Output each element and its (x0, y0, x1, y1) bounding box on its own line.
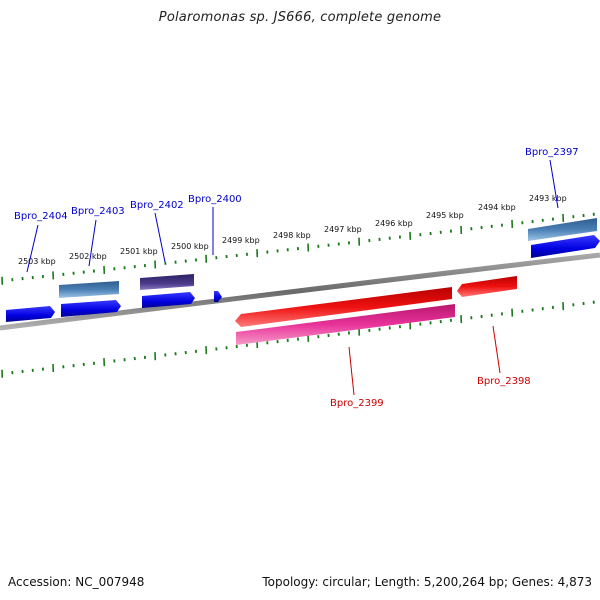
tick-label-2499: 2499 kbp (222, 236, 260, 245)
gene-arrow-bpro-2399[interactable] (235, 287, 452, 327)
feature-bar-bpro-2399-lower[interactable] (236, 304, 455, 345)
leader-line-bpro-2404 (26, 224, 39, 273)
gene-label-bpro-2403[interactable]: Bpro_2403 (71, 206, 125, 217)
tick-label-2498: 2498 kbp (273, 231, 311, 240)
feature-bar-bpro-2402-upper[interactable] (140, 274, 194, 290)
gene-label-bpro-2400[interactable]: Bpro_2400 (188, 194, 242, 205)
tick-label-2501: 2501 kbp (120, 247, 158, 256)
tick-label-2503: 2503 kbp (18, 257, 56, 266)
leader-line-bpro-2398 (492, 325, 501, 374)
feature-bar-bpro-2403-upper[interactable] (59, 281, 119, 298)
accession-text: Accession: NC_007948 (8, 575, 145, 589)
gene-arrow-bpro-2404[interactable] (6, 306, 55, 322)
gene-arrow-bpro-2397[interactable] (531, 235, 600, 258)
tick-label-2502: 2502 kbp (69, 252, 107, 261)
gene-label-bpro-2402[interactable]: Bpro_2402 (130, 200, 184, 211)
tick-label-2493: 2493 kbp (529, 194, 567, 203)
feature-bar-bpro-2397-upper[interactable] (528, 218, 597, 241)
gene-arrow-bpro-2402[interactable] (142, 292, 195, 308)
gene-arrow-bpro-2398[interactable] (457, 276, 517, 297)
gene-label-bpro-2404[interactable]: Bpro_2404 (14, 211, 68, 222)
tick-label-2500: 2500 kbp (171, 242, 209, 251)
leader-line-bpro-2403 (88, 219, 97, 267)
tick-label-2495: 2495 kbp (426, 211, 464, 220)
leader-line-bpro-2402 (154, 212, 166, 263)
genome-summary-text: Topology: circular; Length: 5,200,264 bp… (262, 575, 592, 589)
gene-label-bpro-2399[interactable]: Bpro_2399 (330, 398, 384, 409)
gene-arrow-bpro-2400[interactable] (214, 291, 222, 302)
gene-label-bpro-2398[interactable]: Bpro_2398 (477, 376, 531, 387)
tick-label-2497: 2497 kbp (324, 225, 362, 234)
tick-label-2494: 2494 kbp (478, 203, 516, 212)
leader-line-bpro-2397 (549, 159, 559, 209)
map-title: Polaromonas sp. JS666, complete genome (158, 10, 442, 25)
tick-label-2496: 2496 kbp (375, 219, 413, 228)
position-ticks-upper (1, 212, 595, 285)
genome-backbone (0, 252, 600, 331)
leader-line-bpro-2399 (348, 346, 355, 396)
gene-arrow-bpro-2403[interactable] (61, 300, 121, 317)
gene-label-bpro-2397[interactable]: Bpro_2397 (525, 147, 579, 158)
